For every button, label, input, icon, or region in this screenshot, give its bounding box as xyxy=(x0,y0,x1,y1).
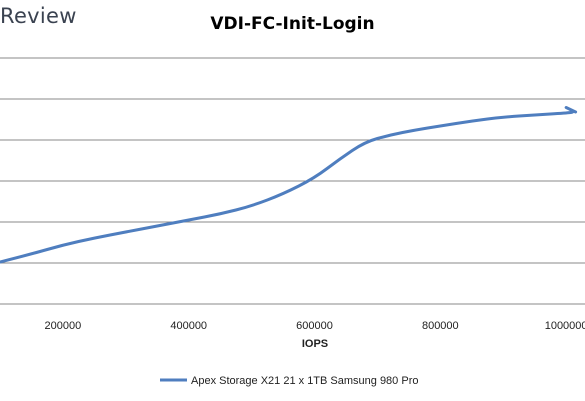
brand-logo: Review xyxy=(0,4,77,28)
x-tick-label: 600000 xyxy=(296,320,333,332)
x-tick-label: 200000 xyxy=(45,320,82,332)
legend: Apex Storage X21 21 x 1TB Samsung 980 Pr… xyxy=(160,375,418,387)
gridlines xyxy=(0,57,585,305)
x-tick-label: 800000 xyxy=(422,320,459,332)
legend-label: Apex Storage X21 21 x 1TB Samsung 980 Pr… xyxy=(191,375,418,387)
chart-title: VDI-FC-Init-Login xyxy=(210,14,375,34)
x-axis-ticks: 200000 400000 600000 800000 1000000 xyxy=(45,320,585,332)
series-lines xyxy=(0,106,578,264)
x-tick-label: 400000 xyxy=(170,320,207,332)
x-axis-label: IOPS xyxy=(302,338,328,350)
x-tick-label: 1000000 xyxy=(545,320,585,332)
series-line xyxy=(0,106,578,264)
